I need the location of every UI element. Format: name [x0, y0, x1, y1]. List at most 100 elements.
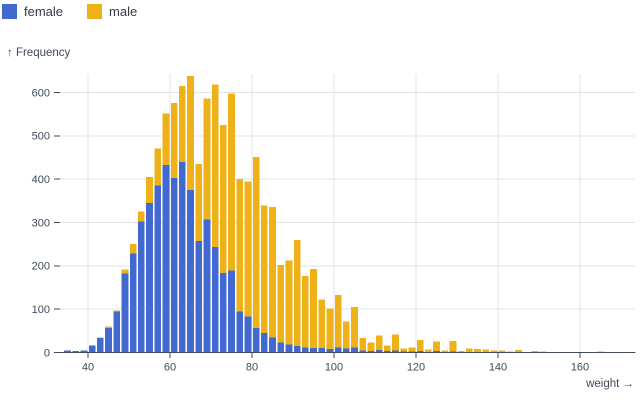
bar-male [359, 338, 367, 351]
bar-male [195, 164, 203, 242]
y-tick-label: 100 [32, 304, 50, 316]
bar-male [474, 349, 481, 353]
bar-female [72, 351, 80, 353]
x-tick-label: 120 [407, 362, 425, 374]
bar-female [187, 190, 194, 353]
bar-male [170, 102, 178, 178]
bar-female [219, 272, 227, 353]
bar-female [367, 350, 375, 353]
bar-female [334, 347, 342, 353]
bar-male [482, 349, 490, 353]
bar-male [531, 351, 539, 353]
bar-male [137, 211, 145, 222]
bar-female [326, 349, 334, 353]
bar-male [441, 350, 449, 353]
bar-female [64, 350, 71, 353]
bar-male [162, 113, 170, 165]
bar-male [457, 350, 465, 353]
female-swatch-icon [2, 4, 17, 19]
legend-item-female: female [2, 4, 63, 19]
bars [64, 76, 637, 353]
bar-male [269, 206, 276, 338]
bar-female [342, 348, 350, 353]
bar-female [170, 177, 178, 353]
bar-male [285, 260, 293, 345]
legend: female male [2, 4, 137, 19]
bar-male [310, 268, 317, 349]
bar-female [121, 273, 129, 353]
bar-male [490, 350, 498, 353]
bar-female [392, 350, 399, 353]
x-axis: 40 60 80 100 120 140 160 [60, 352, 635, 374]
x-tick-label: 60 [164, 362, 176, 374]
bar-male [515, 349, 522, 353]
bar-male [400, 348, 408, 352]
bar-male [301, 275, 309, 348]
bar-female [285, 344, 293, 353]
bar-male [433, 341, 440, 352]
legend-label-female: female [24, 4, 64, 19]
legend-label-male: male [109, 4, 138, 19]
y-tick-label: 200 [32, 261, 50, 273]
bar-female [105, 327, 112, 353]
bar-male [383, 345, 391, 352]
bar-male [318, 299, 326, 349]
bar-female [416, 351, 424, 353]
bar-male [260, 205, 268, 333]
x-tick-label: 100 [325, 362, 343, 374]
bar-male [342, 321, 350, 349]
y-tick-label: 300 [32, 217, 50, 229]
bar-female [375, 349, 383, 353]
bar-male [277, 264, 285, 343]
male-swatch-icon [87, 4, 103, 19]
bar-female [88, 345, 96, 353]
bar-female [252, 328, 260, 353]
bar-female [178, 161, 186, 353]
y-axis-title: ↑ Frequency [7, 47, 71, 59]
bar-male [293, 239, 301, 346]
x-tick-label: 40 [82, 362, 94, 374]
bar-female [96, 337, 104, 353]
y-tick-label: 500 [32, 131, 50, 143]
bar-male [154, 148, 162, 186]
bar-male [465, 348, 473, 353]
y-axis: 0 100 200 300 400 500 600 [32, 87, 60, 359]
bar-female [293, 346, 301, 353]
bar-male [236, 179, 244, 312]
bar-female [301, 347, 309, 353]
bar-female [383, 351, 391, 353]
bar-male [424, 349, 432, 353]
bar-female [277, 342, 285, 353]
bar-male [351, 307, 358, 348]
bar-female [203, 219, 211, 353]
y-tick-label: 0 [44, 347, 50, 359]
bar-male [244, 181, 252, 317]
bar-female [351, 347, 358, 353]
bar-male [392, 334, 399, 351]
y-tick-label: 400 [32, 174, 50, 186]
bar-female [113, 311, 121, 353]
bar-male [187, 76, 194, 190]
bar-female [80, 350, 88, 353]
x-axis-title: weight → [586, 378, 634, 390]
bar-male [228, 93, 235, 271]
bar-male [375, 335, 383, 350]
bar-male [211, 84, 219, 247]
bar-male [416, 339, 424, 352]
bar-female [310, 348, 317, 353]
bar-male [367, 342, 375, 351]
legend-item-male: male [87, 4, 137, 19]
bar-female [228, 270, 235, 353]
bar-female [129, 253, 137, 353]
bar-female [269, 337, 276, 353]
bar-female [162, 164, 170, 353]
bar-male [219, 125, 227, 273]
bar-male [408, 347, 416, 352]
bar-female [211, 246, 219, 353]
bar-male [121, 269, 129, 274]
bar-female [244, 316, 252, 353]
bar-female [260, 333, 268, 353]
bar-male [113, 310, 121, 312]
